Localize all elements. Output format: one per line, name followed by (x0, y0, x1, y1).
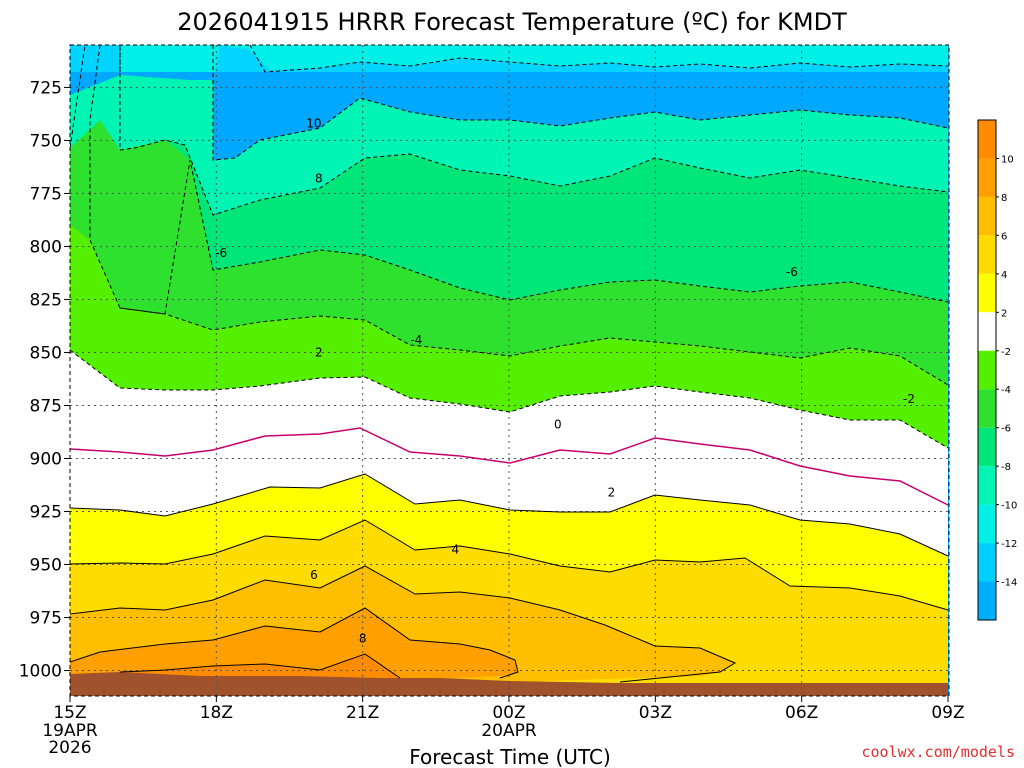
colorbar-label: 2 (1001, 308, 1007, 319)
colorbar-frame (977, 119, 997, 621)
contour-label-text: -6 (786, 265, 798, 279)
contour-label: 4 (452, 543, 460, 557)
contour-label: -6 (215, 246, 227, 260)
x-tick-label: 18Z (200, 703, 233, 723)
y-tick-label: 925 (30, 503, 62, 523)
band-above-10 (120, 654, 400, 680)
colorbar: 10 8 6 4 2 -2 -4 -6 -8 -10 -12 -14 (977, 119, 1017, 621)
plot-grid (70, 45, 948, 696)
colorbar-swatch (978, 312, 996, 351)
contour-label-text: 4 (452, 543, 460, 557)
contour-minus-4 (70, 45, 949, 386)
contour-10 (119, 653, 401, 679)
contour-label-text: -2 (903, 392, 915, 406)
y-tick-label: 975 (30, 609, 62, 629)
colorbar-label: -10 (1001, 501, 1017, 512)
x-axis-label: Forecast Time (UTC) (409, 745, 611, 768)
y-tick-label: 850 (30, 343, 62, 363)
contour-label-text: 8 (359, 632, 367, 646)
colorbar-label: -12 (1001, 539, 1017, 550)
band-minus-10 (120, 45, 948, 72)
colorbar-swatch (978, 273, 996, 313)
colorbar-label: 4 (1001, 270, 1007, 281)
contour-label-text: 2 (315, 345, 323, 359)
terrain (70, 672, 948, 696)
contour-minus-2 (70, 349, 949, 449)
contour-minus-10 (119, 45, 949, 161)
colorbar-label: -4 (1001, 385, 1011, 396)
colorbar-label: -8 (1001, 462, 1011, 473)
colorbar-label: -6 (1001, 424, 1011, 435)
contour-label-text: 6 (310, 568, 318, 582)
contour-label-text: 8 (315, 172, 323, 186)
contour-label: -4 (410, 333, 422, 347)
colorbar-swatch (978, 350, 996, 390)
contour-lines (70, 45, 949, 683)
contour-label: 8 (359, 632, 367, 646)
colorbar-label: 6 (1001, 231, 1007, 242)
colorbar-label: -2 (1001, 347, 1011, 358)
y-tick-label: 825 (30, 290, 62, 310)
contour-label-text: 10 (306, 116, 321, 130)
chart-title: 2026041915 HRRR Forecast Temperature (ºC… (177, 8, 847, 36)
contour-0 (70, 427, 949, 506)
y-tick-label: 725 (30, 78, 62, 98)
plot-area: 10 8 -6 -6 -4 2 -2 0 2 4 6 8 (70, 45, 949, 696)
colorbar-swatch (978, 158, 996, 197)
credit-text: coolwx.com/models (861, 743, 1015, 761)
contour-label: -6 (786, 265, 798, 279)
contour-labels: 10 8 -6 -6 -4 2 -2 0 2 4 6 8 (215, 116, 915, 646)
colorbar-label: 10 (1001, 154, 1014, 165)
colorbar-swatch (978, 120, 996, 159)
x-tick-sublabel: 2026 (48, 738, 91, 758)
contour-label: 0 (554, 418, 562, 432)
contour-minus-6 (89, 45, 949, 315)
x-tick-label: 15Z (53, 703, 86, 723)
contour-4 (70, 519, 949, 611)
x-tick-label: 03Z (639, 703, 672, 723)
x-tick-label: 00Z (492, 703, 525, 723)
y-tick-label: 900 (30, 450, 62, 470)
contour-label: 10 (306, 116, 321, 130)
contour-minus-12 (249, 45, 949, 73)
contour-label: 2 (608, 485, 616, 499)
x-tick-label: 06Z (785, 703, 818, 723)
colorbar-swatch (978, 196, 996, 236)
colorbar-label: 8 (1001, 193, 1007, 204)
contour-label: -2 (903, 392, 915, 406)
x-tick-sublabel: 20APR (481, 721, 537, 741)
x-tick-label: 09Z (931, 703, 964, 723)
contour-label: 8 (315, 172, 323, 186)
contour-label-text: 0 (554, 418, 562, 432)
contour-label: 6 (310, 568, 318, 582)
colorbar-swatch (978, 235, 996, 274)
colorbar-swatch (978, 504, 996, 544)
colorbar-swatch (978, 466, 996, 505)
colorbar-swatch (978, 427, 996, 467)
y-axis-ticks: 725 750 775 800 825 850 875 900 925 950 975 1000 (19, 78, 70, 682)
x-tick-sublabel: 19APR (42, 721, 98, 741)
contour-label-text: -4 (410, 333, 422, 347)
y-tick-label: 1000 (19, 662, 62, 682)
contour-label-text: -6 (215, 246, 227, 260)
colorbar-swatch (978, 581, 996, 620)
y-tick-label: 800 (30, 237, 62, 257)
contour-minus-8 (119, 45, 949, 216)
y-tick-label: 875 (30, 396, 62, 416)
contour-2 (70, 473, 949, 557)
contour-6 (70, 565, 737, 683)
colorbar-label: -14 (1001, 578, 1017, 589)
contour-label-text: 2 (608, 485, 616, 499)
y-tick-label: 750 (30, 131, 62, 151)
contour-8 (70, 607, 519, 679)
contour-label: 2 (315, 345, 323, 359)
y-tick-label: 950 (30, 556, 62, 576)
x-tick-label: 21Z (346, 703, 379, 723)
y-tick-label: 775 (30, 184, 62, 204)
colorbar-swatch (978, 389, 996, 428)
colorbar-swatch (978, 543, 996, 582)
